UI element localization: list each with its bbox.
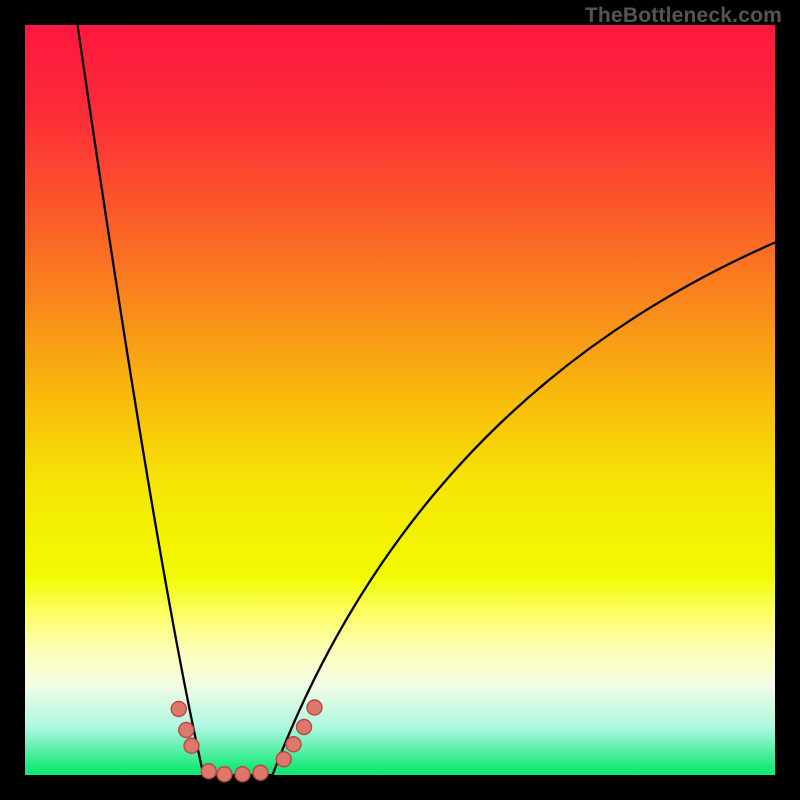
watermark-text: TheBottleneck.com bbox=[585, 4, 782, 28]
bottleneck-chart bbox=[0, 0, 800, 800]
chart-canvas: TheBottleneck.com bbox=[0, 0, 800, 800]
data-marker bbox=[253, 765, 268, 780]
data-marker bbox=[235, 767, 250, 782]
data-marker bbox=[286, 737, 301, 752]
data-marker bbox=[276, 752, 291, 767]
data-marker bbox=[201, 764, 216, 779]
data-marker bbox=[179, 723, 194, 738]
data-marker bbox=[217, 767, 232, 782]
data-marker bbox=[307, 700, 322, 715]
gradient-background bbox=[25, 25, 775, 775]
data-marker bbox=[297, 720, 312, 735]
data-marker bbox=[184, 738, 199, 753]
data-marker bbox=[171, 702, 186, 717]
